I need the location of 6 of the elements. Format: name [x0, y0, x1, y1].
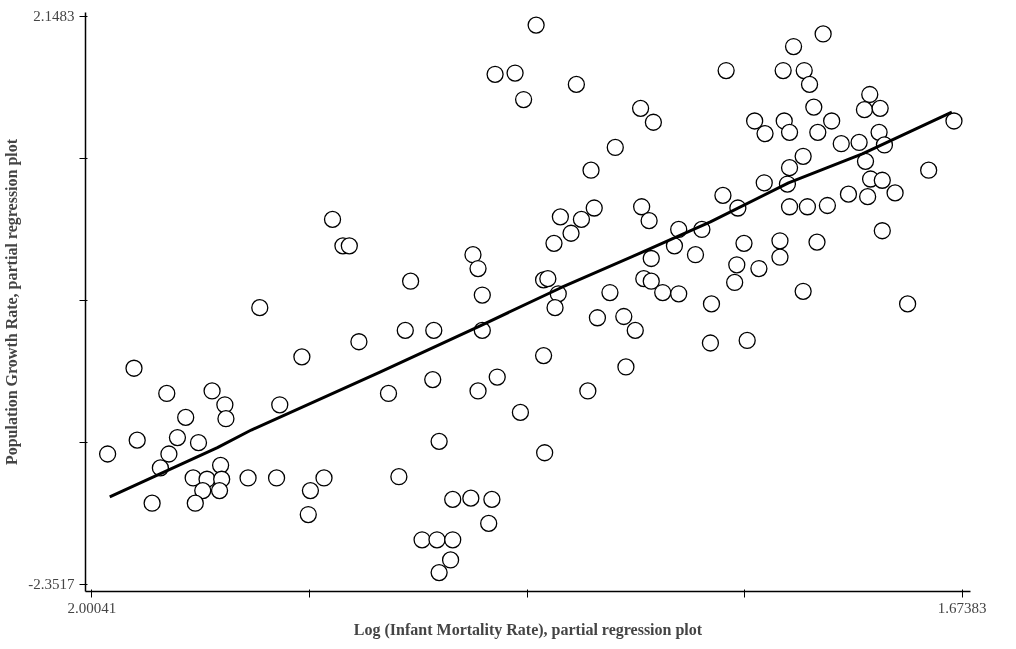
y-tick-label: 2.1483 [33, 8, 75, 25]
x-tick-label: 1.67383 [937, 599, 987, 616]
x-axis-title: Log (Infant Mortality Rate), partial regression plot [353, 620, 703, 639]
x-tick-label: 2.00041 [67, 599, 117, 616]
y-axis-title: Population Growth Rate, partial regression plot [3, 138, 22, 466]
y-tick-label: -2.3517 [28, 576, 75, 593]
